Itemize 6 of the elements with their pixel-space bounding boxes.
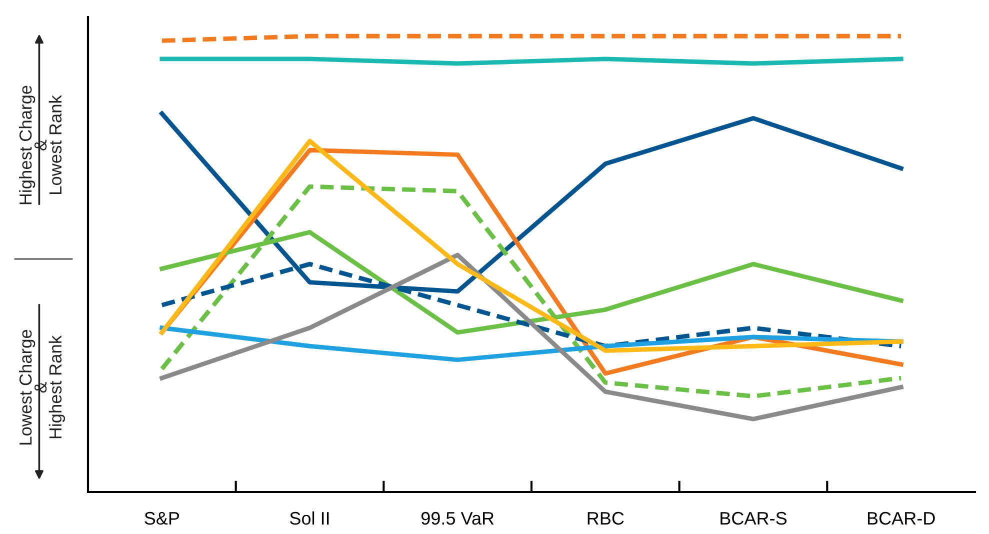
x-tick-label: BCAR-S: [720, 512, 787, 525]
x-tick-label: RBC: [588, 512, 624, 525]
x-tick-label: BCAR-D: [868, 512, 935, 525]
x-tick-label: S&P: [144, 512, 180, 525]
x-tick-label: Sol II: [290, 511, 329, 525]
x-tick-label: 99.5 VaR: [421, 512, 494, 525]
